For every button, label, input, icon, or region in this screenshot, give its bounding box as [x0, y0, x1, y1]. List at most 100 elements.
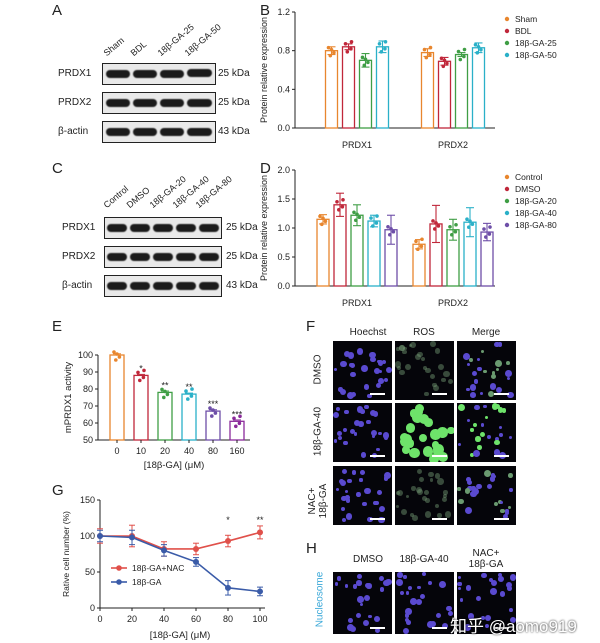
panel-a-blot-prdx2 — [102, 92, 216, 114]
panel-c-blot-prdx2 — [104, 246, 222, 268]
y-tick-label: 0.4 — [277, 84, 290, 94]
data-point — [383, 40, 388, 44]
cell-nucleus — [399, 432, 409, 443]
cell-nucleus — [508, 435, 512, 439]
cell-nucleus — [508, 473, 513, 478]
cell-nucleus — [399, 369, 406, 376]
cell-nucleus — [447, 378, 454, 384]
cell-nucleus — [414, 353, 422, 360]
micrograph-tile — [333, 403, 392, 462]
band — [133, 128, 157, 136]
data-point — [318, 214, 322, 219]
cell-nucleus — [416, 468, 423, 475]
cell-nucleus — [430, 429, 441, 440]
cell-nucleus — [372, 411, 379, 417]
data-point — [189, 394, 194, 398]
legend-marker — [116, 565, 122, 571]
data-point — [257, 529, 263, 536]
cell-nucleus — [378, 505, 386, 513]
cell-nucleus — [369, 352, 376, 359]
scale-bar — [370, 393, 385, 395]
cell-nucleus — [495, 367, 500, 372]
y-tick-label: 150 — [80, 495, 95, 505]
cell-nucleus — [395, 361, 402, 368]
micrograph-tile — [333, 466, 392, 525]
band — [153, 253, 173, 261]
panel-e-letter: E — [52, 318, 63, 335]
cell-nucleus — [395, 504, 400, 509]
x-tick-label: 40 — [159, 614, 169, 624]
cell-nucleus — [477, 357, 481, 361]
data-point — [323, 219, 328, 224]
cell-nucleus — [464, 488, 471, 494]
data-point — [424, 55, 429, 60]
cell-nucleus — [469, 384, 477, 391]
legend-label: Control — [515, 172, 543, 182]
panel-a-row-actin: β-actin — [58, 126, 89, 137]
x-tick-label: 20 — [127, 614, 137, 624]
band — [133, 99, 157, 107]
cell-nucleus — [476, 366, 482, 372]
cell-nucleus — [475, 436, 481, 442]
cell-nucleus — [441, 623, 449, 630]
panel-c-blot-actin — [104, 275, 222, 297]
data-point — [161, 547, 167, 554]
cell-nucleus — [401, 446, 410, 454]
data-point — [232, 416, 236, 421]
cell-nucleus — [488, 390, 495, 398]
cell-nucleus — [506, 581, 513, 588]
cell-nucleus — [382, 359, 387, 365]
cell-nucleus — [363, 383, 370, 390]
cell-nucleus — [428, 471, 434, 478]
data-point — [321, 216, 325, 221]
data-point — [419, 244, 424, 249]
cell-nucleus — [349, 363, 355, 369]
cell-nucleus — [466, 387, 470, 392]
cell-nucleus — [421, 495, 428, 502]
cell-nucleus — [446, 605, 452, 612]
panel-f-row-18ga40: 18β-GA-40 — [312, 406, 324, 457]
x-tick-label: 10 — [136, 446, 146, 456]
cell-nucleus — [346, 478, 352, 484]
y-axis-title: Rative cell number (%) — [61, 511, 71, 597]
cell-nucleus — [336, 576, 342, 581]
cell-nucleus — [334, 368, 338, 372]
cell-nucleus — [481, 616, 485, 620]
cell-nucleus — [378, 360, 384, 366]
cell-nucleus — [477, 444, 482, 450]
cell-nucleus — [373, 368, 380, 375]
bar — [181, 393, 197, 441]
cell-nucleus — [410, 597, 418, 605]
cell-nucleus — [347, 624, 354, 631]
band — [153, 224, 173, 232]
cell-nucleus — [507, 585, 513, 591]
chart-d: Protein relative expression 0.0 0.5 1.0 1.5 2… — [259, 165, 557, 308]
scale-bar — [494, 393, 509, 395]
data-point — [320, 222, 324, 227]
cell-nucleus — [469, 453, 474, 458]
data-point — [138, 378, 142, 383]
data-point — [366, 60, 370, 65]
cell-nucleus — [333, 411, 339, 418]
data-point — [441, 64, 446, 69]
cell-nucleus — [458, 498, 464, 505]
cell-nucleus — [364, 487, 371, 495]
data-point — [442, 58, 447, 63]
cell-nucleus — [424, 417, 433, 427]
scale-bar — [494, 627, 509, 629]
lane-label: Control — [101, 183, 131, 210]
data-point — [436, 224, 441, 228]
x-category-label: PRDX1 — [342, 298, 372, 308]
y-axis-title: Protein relative expression — [259, 175, 269, 281]
micrograph-tile — [395, 466, 454, 525]
band — [106, 128, 130, 136]
cell-nucleus — [466, 480, 472, 486]
data-point — [328, 53, 333, 58]
cell-nucleus — [405, 494, 410, 499]
cell-nucleus — [371, 434, 375, 438]
cell-nucleus — [490, 374, 496, 380]
lane-label: BDL — [128, 39, 149, 58]
panel-c-letter: C — [52, 160, 63, 177]
bar — [454, 53, 469, 129]
band — [160, 128, 184, 136]
